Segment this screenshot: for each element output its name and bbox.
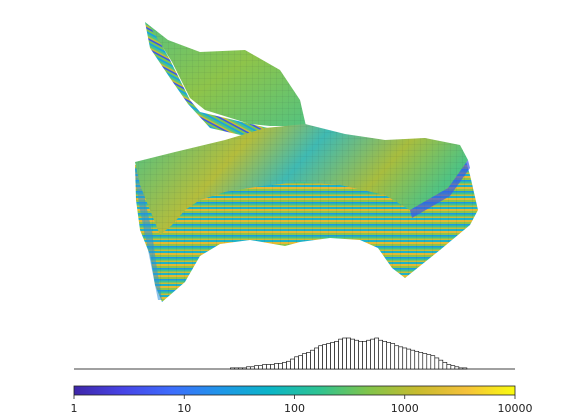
histogram-bar	[286, 360, 291, 370]
histogram-bar	[374, 337, 379, 370]
histogram-bar	[362, 341, 367, 370]
histogram-bar	[418, 352, 424, 370]
histogram-bar	[310, 349, 315, 370]
colorbar-tick-label: 10	[177, 402, 191, 415]
histogram-bar	[242, 367, 247, 370]
histogram-bar	[378, 339, 384, 370]
histogram-bar	[422, 353, 428, 370]
histogram-bar	[314, 347, 319, 370]
histogram-bar	[338, 338, 343, 370]
histogram-bar	[318, 345, 323, 370]
histogram-bar	[246, 366, 251, 370]
colorbar-gradient	[73, 385, 516, 396]
histogram-bar	[430, 355, 436, 370]
histogram-bar	[274, 363, 279, 370]
histogram-bar	[446, 364, 452, 370]
histogram-bar	[266, 364, 271, 370]
histogram	[74, 337, 515, 370]
histogram-bar	[354, 339, 359, 370]
histogram-bar	[306, 352, 311, 370]
histogram-bar	[342, 337, 347, 370]
histogram-bar	[410, 349, 416, 370]
histogram-bar	[334, 341, 339, 370]
histogram-bar	[450, 365, 456, 370]
histogram-bar	[454, 366, 460, 370]
histogram-bar	[386, 342, 392, 370]
histogram-bar	[406, 348, 412, 370]
histogram-bar	[254, 365, 259, 370]
histogram-bar	[462, 367, 468, 370]
histogram-bar	[394, 345, 400, 370]
histogram-bar	[366, 339, 371, 370]
histogram-bar	[262, 364, 267, 370]
histogram-bar	[350, 338, 355, 370]
histogram-bar	[250, 366, 255, 370]
colorbar: 1 10 100 1000 10000	[71, 385, 533, 415]
histogram-bar	[298, 355, 303, 370]
colorbar-ticks: 1 10 100 1000 10000	[71, 395, 533, 415]
histogram-bar	[234, 367, 239, 370]
histogram-bar	[442, 362, 448, 370]
histogram-bar	[402, 347, 408, 370]
histogram-bar	[434, 357, 440, 370]
histogram-bar	[426, 354, 432, 370]
reservoir-3d-model	[135, 22, 478, 302]
histogram-bar	[230, 367, 235, 370]
histogram-bar	[346, 337, 351, 370]
colorbar-tick-label: 1	[71, 402, 78, 415]
histogram-bar	[238, 367, 243, 370]
histogram-bar	[438, 359, 444, 370]
colorbar-tick-label: 100	[284, 402, 305, 415]
colorbar-tick-label: 1000	[391, 402, 419, 415]
histogram-bar	[414, 350, 420, 370]
histogram-bar	[458, 367, 464, 370]
histogram-bar	[290, 358, 295, 370]
histogram-bar	[282, 362, 287, 370]
histogram-bar	[358, 341, 363, 370]
histogram-bar	[370, 338, 375, 370]
colorbar-tick-label: 10000	[498, 402, 533, 415]
histogram-bar	[278, 363, 283, 370]
histogram-bar	[330, 342, 335, 370]
histogram-bar	[382, 341, 388, 370]
histogram-bar	[302, 353, 307, 370]
histogram-bar	[390, 343, 396, 370]
histogram-bar	[326, 343, 331, 370]
arm-side-face	[145, 22, 268, 140]
main-side-face	[135, 158, 478, 302]
histogram-bar	[322, 344, 327, 370]
histogram-bar	[258, 365, 263, 370]
histogram-bar	[398, 346, 404, 370]
histogram-bar	[294, 356, 299, 370]
histogram-bar	[270, 364, 275, 370]
